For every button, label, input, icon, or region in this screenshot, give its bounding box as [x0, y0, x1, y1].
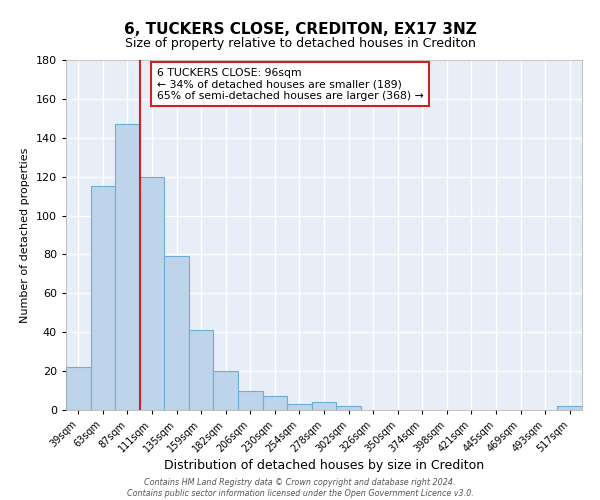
Bar — [115, 124, 140, 410]
Bar — [91, 186, 115, 410]
Text: 6 TUCKERS CLOSE: 96sqm
← 34% of detached houses are smaller (189)
65% of semi-de: 6 TUCKERS CLOSE: 96sqm ← 34% of detached… — [157, 68, 424, 101]
X-axis label: Distribution of detached houses by size in Crediton: Distribution of detached houses by size … — [164, 460, 484, 472]
Bar — [238, 390, 263, 410]
Text: Size of property relative to detached houses in Crediton: Size of property relative to detached ho… — [125, 38, 475, 51]
Bar — [214, 371, 238, 410]
Text: Contains HM Land Registry data © Crown copyright and database right 2024.
Contai: Contains HM Land Registry data © Crown c… — [127, 478, 473, 498]
Bar — [164, 256, 189, 410]
Bar — [287, 404, 312, 410]
Y-axis label: Number of detached properties: Number of detached properties — [20, 148, 30, 322]
Text: 6, TUCKERS CLOSE, CREDITON, EX17 3NZ: 6, TUCKERS CLOSE, CREDITON, EX17 3NZ — [124, 22, 476, 38]
Bar — [336, 406, 361, 410]
Bar — [557, 406, 582, 410]
Bar — [140, 176, 164, 410]
Bar — [312, 402, 336, 410]
Bar — [66, 367, 91, 410]
Bar — [263, 396, 287, 410]
Bar — [189, 330, 214, 410]
